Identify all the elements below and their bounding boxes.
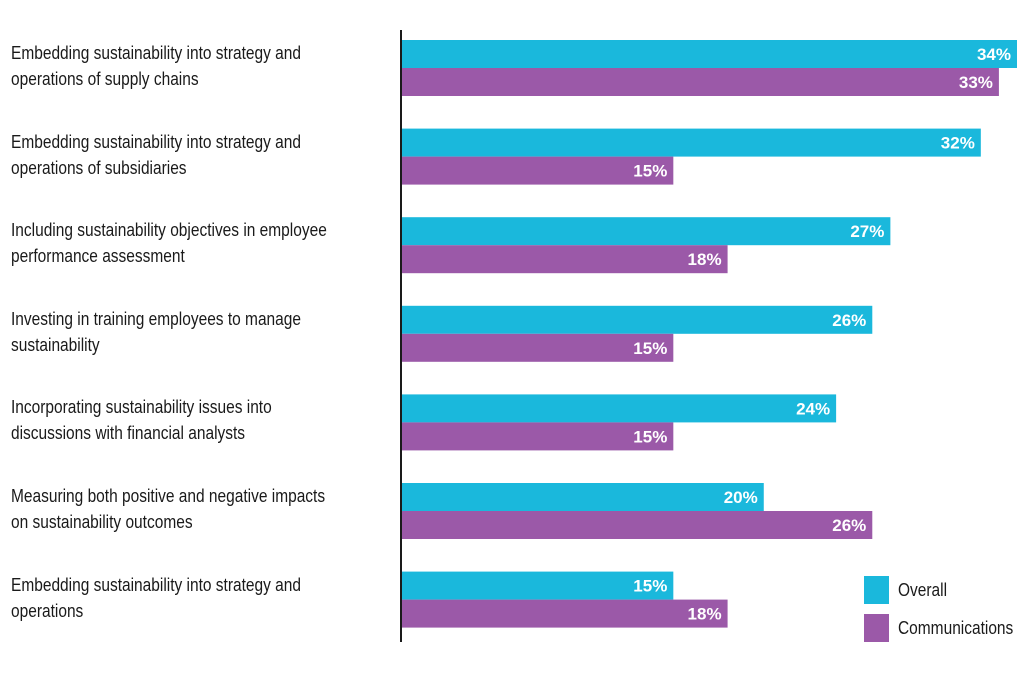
data-label-communications-3: 18%	[688, 250, 722, 269]
legend-swatch-overall	[864, 576, 889, 604]
legend-label-communications: Communications	[898, 617, 1014, 638]
data-label-communications-6: 26%	[832, 516, 866, 535]
legend-item-overall: Overall	[864, 576, 955, 604]
data-label-overall-5: 24%	[796, 399, 830, 418]
legend-label-overall: Overall	[898, 579, 948, 600]
data-label-overall-4: 26%	[832, 311, 866, 330]
data-label-overall-7: 15%	[633, 577, 667, 596]
bar-communications-5	[402, 422, 674, 451]
bar-overall-6	[402, 483, 764, 511]
category-label-3: Including sustainability objectives in e…	[11, 217, 342, 269]
category-label-line: Incorporating sustainability issues into	[11, 397, 272, 418]
category-label-line: performance assessment	[11, 246, 185, 267]
category-label-line: Embedding sustainability into strategy a…	[11, 43, 301, 63]
bar-overall-1	[402, 40, 1017, 68]
bar-overall-3	[402, 217, 891, 246]
category-label-line: operations of subsidiaries	[11, 157, 187, 178]
bar-overall-5	[402, 394, 837, 423]
category-label-line: operations of supply chains	[11, 69, 199, 89]
bar-communications-6	[402, 511, 873, 539]
bar-communications-2	[402, 156, 674, 185]
category-label-1: Embedding sustainability into strategy a…	[11, 40, 342, 92]
category-label-line: discussions with financial analysts	[11, 423, 246, 444]
category-label-7: Embedding sustainability into strategy a…	[11, 572, 342, 624]
category-label-line: Embedding sustainability into strategy a…	[11, 131, 301, 152]
legend-item-communications: Communications	[864, 614, 1024, 642]
category-label-line: Measuring both positive and negative imp…	[11, 486, 326, 506]
category-label-line: sustainability	[11, 334, 100, 355]
data-label-communications-4: 15%	[633, 339, 667, 358]
data-label-overall-3: 27%	[850, 222, 884, 241]
category-label-line: Including sustainability objectives in e…	[11, 220, 327, 241]
data-label-overall-2: 32%	[941, 134, 975, 153]
category-label-5: Incorporating sustainability issues into…	[11, 394, 342, 446]
bar-overall-7	[402, 571, 674, 600]
bar-communications-7	[402, 599, 728, 628]
category-label-line: operations	[11, 600, 84, 621]
data-label-overall-6: 20%	[724, 488, 758, 507]
legend-swatch-communications	[864, 614, 889, 642]
bar-communications-1	[402, 68, 999, 96]
bar-overall-4	[402, 305, 873, 334]
category-label-line: Embedding sustainability into strategy a…	[11, 574, 301, 595]
data-label-communications-1: 33%	[959, 73, 993, 92]
category-label-6: Measuring both positive and negative imp…	[11, 483, 342, 535]
category-label-line: on sustainability outcomes	[11, 512, 193, 532]
category-label-2: Embedding sustainability into strategy a…	[11, 129, 342, 181]
bar-communications-3	[402, 245, 728, 274]
data-label-communications-7: 18%	[688, 605, 722, 624]
data-label-communications-2: 15%	[633, 162, 667, 181]
bar-communications-4	[402, 333, 674, 362]
category-label-4: Investing in training employees to manag…	[11, 306, 342, 358]
bar-overall-2	[402, 128, 981, 157]
data-label-overall-1: 34%	[977, 45, 1011, 64]
category-label-line: Investing in training employees to manag…	[11, 308, 301, 329]
data-label-communications-5: 15%	[633, 427, 667, 446]
